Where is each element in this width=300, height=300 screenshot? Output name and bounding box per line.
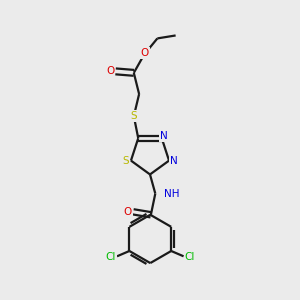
Text: S: S bbox=[123, 156, 129, 166]
Text: Cl: Cl bbox=[105, 252, 116, 262]
Text: S: S bbox=[130, 111, 137, 121]
Text: O: O bbox=[106, 66, 114, 76]
Text: O: O bbox=[141, 48, 149, 58]
Text: N: N bbox=[160, 131, 168, 141]
Text: NH: NH bbox=[164, 189, 179, 199]
Text: N: N bbox=[169, 156, 177, 166]
Text: Cl: Cl bbox=[185, 252, 195, 262]
Text: O: O bbox=[124, 207, 132, 217]
